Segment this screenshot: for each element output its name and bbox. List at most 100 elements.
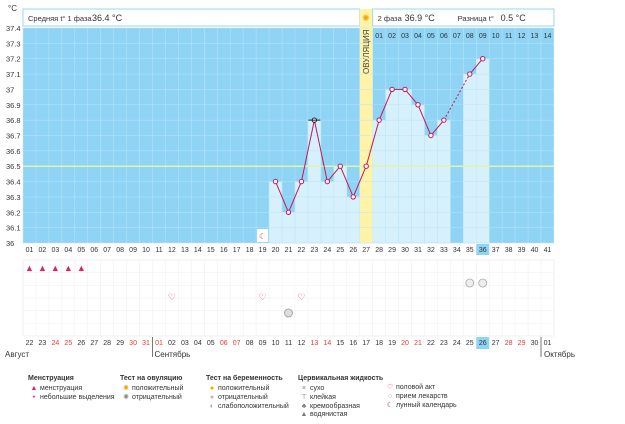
temperature-point xyxy=(428,132,434,139)
post-ovulation-day: 02 xyxy=(388,33,396,40)
phase1-label: Средняя t° 1 фаза xyxy=(28,14,92,23)
moon-icon: ☾ xyxy=(259,232,266,241)
ovulation-header xyxy=(359,9,373,26)
cycle-day-label: 18 xyxy=(246,247,254,254)
cycle-day-label: 26 xyxy=(349,247,357,254)
y-axis-unit: °C xyxy=(8,4,17,13)
creamy-icon: ♣ xyxy=(301,403,307,410)
temperature-line xyxy=(339,166,354,198)
highlight-date-cell xyxy=(476,337,490,349)
temperature-line xyxy=(313,120,328,182)
post-ovulation-day: 14 xyxy=(544,33,552,40)
temperature-point xyxy=(467,71,473,77)
watery-icon: ▲ xyxy=(300,411,308,418)
temperature-line xyxy=(365,120,380,167)
cycle-day-label: 12 xyxy=(168,247,176,254)
ovulation-band xyxy=(359,26,373,243)
diff-value: 0.5 °C xyxy=(501,13,527,23)
legend-cervical-dry: сухо xyxy=(310,385,325,392)
cycle-day-label: 38 xyxy=(505,247,513,254)
menstruation-icon: ▲ xyxy=(30,385,38,392)
cycle-day-label: 32 xyxy=(427,247,435,254)
test-weak-icon: ◐ xyxy=(209,403,215,410)
date-label: 10 xyxy=(272,340,280,347)
y-tick-label: 36.9 xyxy=(6,101,21,110)
temperature-point xyxy=(350,194,356,200)
cycle-day-label: 35 xyxy=(466,247,474,254)
date-label: 29 xyxy=(116,340,124,347)
temperature-line xyxy=(378,89,393,121)
temperature-point xyxy=(298,178,305,185)
cycle-day-label: 37 xyxy=(492,247,500,254)
menstruation-icon: ▲ xyxy=(38,263,47,273)
menstruation-icon: ▲ xyxy=(51,263,60,273)
cycle-day-label: 19 xyxy=(259,247,267,254)
cycle-day-label: 39 xyxy=(518,247,526,254)
legend-pregtest-weak: слабоположительный xyxy=(218,403,289,410)
date-label: 26 xyxy=(479,340,487,347)
temperature-point xyxy=(363,163,369,169)
date-label: 05 xyxy=(207,340,215,347)
cycle-day-label: 33 xyxy=(440,247,448,254)
drop-icon: • xyxy=(32,394,36,401)
temperature-line xyxy=(430,119,445,136)
post-ovulation-day: 11 xyxy=(505,33,512,40)
temperature-line xyxy=(288,181,302,213)
cycle-day-label: 11 xyxy=(155,247,162,254)
temperature-point xyxy=(285,209,292,215)
date-label: 12 xyxy=(298,340,306,347)
post-ovulation-day: 08 xyxy=(466,33,474,40)
y-tick-label: 36.4 xyxy=(6,178,21,187)
date-label: 22 xyxy=(26,340,34,347)
temperature-point xyxy=(441,117,447,123)
temperature-line xyxy=(300,120,315,182)
date-label: 28 xyxy=(505,340,513,347)
legend-lunar: лунный календарь xyxy=(396,402,457,409)
date-label: 23 xyxy=(39,340,47,347)
legend-pregtest-negative: отрицательный xyxy=(218,394,268,401)
temperature-line xyxy=(417,104,432,136)
date-label: 14 xyxy=(323,340,331,347)
y-tick-label: 37.4 xyxy=(6,24,21,33)
date-label: 28 xyxy=(103,340,111,347)
date-label: 04 xyxy=(194,340,202,347)
legend-cervical-creamy: кремообразная xyxy=(310,403,360,410)
cycle-day-label: 24 xyxy=(323,247,331,254)
legend-cervical-watery: водянистая xyxy=(310,411,348,418)
temperature-line xyxy=(352,166,367,198)
cycle-day-label: 29 xyxy=(388,247,396,254)
cycle-day-label: 23 xyxy=(310,247,318,254)
temperature-line xyxy=(404,89,419,106)
phase2-value: 36.9 °C xyxy=(405,13,436,23)
dry-icon: × xyxy=(301,385,307,392)
temperature-point xyxy=(324,178,331,185)
date-label: 24 xyxy=(453,340,461,347)
y-tick-label: 37.1 xyxy=(6,70,21,79)
pregnancy-test-negative-icon xyxy=(478,278,488,288)
cycle-day-label: 10 xyxy=(142,247,150,254)
temperature-bar xyxy=(463,73,477,244)
month-september: Сентябрь xyxy=(155,350,191,359)
test-positive-icon: ● xyxy=(209,385,215,392)
date-label: 11 xyxy=(285,340,292,347)
temperature-line xyxy=(326,165,341,182)
menstruation-icon: ▲ xyxy=(64,263,73,273)
cycle-day-label: 21 xyxy=(285,247,293,254)
date-label: 24 xyxy=(51,340,59,347)
y-tick-label: 36.6 xyxy=(6,147,21,156)
date-label: 21 xyxy=(414,340,422,347)
cycle-day-label: 02 xyxy=(39,247,47,254)
legend-pregnancy-test-title: Тест на беременность xyxy=(206,375,283,382)
temperature-point xyxy=(337,163,343,169)
legend-intercourse: половой акт xyxy=(396,384,436,391)
diff-label: Разница t° xyxy=(458,14,494,23)
highlight-day-cell xyxy=(476,244,490,255)
date-label: 31 xyxy=(142,340,150,347)
cycle-day-label: 40 xyxy=(531,247,539,254)
legend-spotting-item: небольшие выделения xyxy=(40,394,115,401)
date-label: 18 xyxy=(375,340,383,347)
cycle-day-label: 04 xyxy=(64,247,72,254)
phase1-value: 36.4 °C xyxy=(92,13,123,23)
date-label: 22 xyxy=(427,340,435,347)
post-ovulation-day: 10 xyxy=(492,33,500,40)
